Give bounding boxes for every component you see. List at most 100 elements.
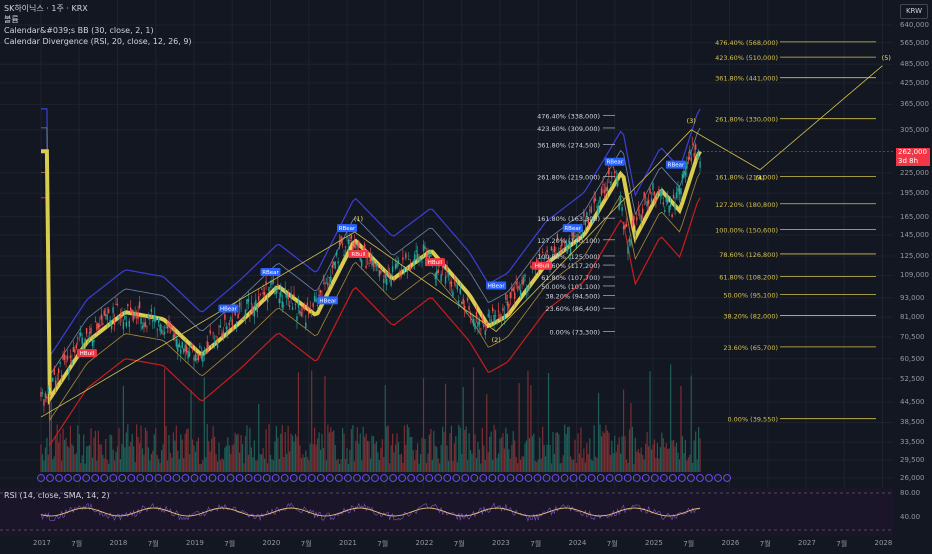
chart-title[interactable]: SK하이닉스 · 1주 · KRX	[4, 4, 88, 13]
price-axis-label: 38,500	[900, 418, 925, 427]
candle-body	[427, 252, 429, 257]
volume-bar	[455, 436, 457, 472]
volume-bar	[105, 439, 107, 472]
fib-mid-label: 61.80% (107,700)	[541, 274, 600, 282]
volume-bar	[44, 447, 47, 472]
candle-body	[393, 279, 395, 281]
volume-bar	[447, 461, 450, 472]
countdown: 3d 8h	[898, 157, 919, 165]
volume-bar	[219, 460, 222, 472]
candle-body	[252, 306, 254, 313]
volume-bar	[428, 434, 430, 472]
volume-bar	[268, 424, 270, 472]
candle-body	[260, 288, 263, 290]
volume-bar	[341, 427, 344, 472]
volume-bar	[439, 463, 441, 472]
volume-bar	[212, 426, 214, 472]
date-axis-label: 2024	[568, 539, 587, 547]
volume-bar	[316, 438, 319, 472]
volume-bar	[209, 451, 211, 472]
fib-level-label: 423.60% (510,000)	[715, 54, 778, 62]
volume-bar	[86, 446, 88, 472]
candle-body	[59, 362, 61, 364]
date-axis-label: 7월	[300, 540, 312, 548]
candle-body	[559, 248, 562, 250]
volume-bar	[286, 454, 288, 472]
candle-body	[633, 216, 635, 221]
candle-body	[471, 316, 473, 317]
candle-body	[80, 332, 82, 337]
signal-badge	[665, 160, 686, 169]
candle-body	[118, 315, 120, 319]
event-marker	[506, 474, 515, 482]
candle-body	[411, 268, 413, 270]
candle-body	[49, 395, 51, 398]
volume-bar	[152, 450, 154, 472]
fib-level-label: 127.20% (180,800)	[715, 201, 778, 209]
candle-body	[558, 252, 560, 254]
volume-bar	[506, 433, 508, 472]
volume-bar	[590, 459, 592, 472]
volume-bar	[578, 453, 581, 472]
volume-bar	[181, 439, 183, 472]
currency-button[interactable]: KRW	[900, 4, 928, 19]
candle-body	[363, 244, 366, 250]
volume-bar	[186, 429, 188, 472]
volume-bar	[162, 444, 164, 472]
event-marker	[127, 474, 136, 482]
date-axis-label: 7월	[606, 540, 618, 548]
date-axis-label: 7월	[224, 540, 236, 548]
volume-bar	[509, 458, 511, 472]
volume-bar	[358, 443, 360, 472]
indicator-divergence[interactable]: Calendar Divergence (RSI, 20, close, 12,…	[4, 37, 192, 46]
volume-bar	[244, 435, 247, 472]
candle-body	[416, 254, 419, 260]
volume-bar	[156, 455, 158, 472]
volume-bar	[193, 445, 195, 472]
candle-body	[446, 265, 448, 271]
volume-bar	[350, 429, 353, 472]
indicator-bollinger[interactable]: Calendar&#039;s BB (30, close, 2, 1)	[4, 26, 154, 35]
indicator-volume[interactable]: 볼륨	[4, 15, 19, 24]
candle-body	[552, 254, 554, 255]
candle-body	[347, 239, 350, 245]
volume-bar	[72, 445, 74, 472]
candle-body	[699, 161, 701, 168]
volume-bar	[668, 448, 670, 472]
bb-lower-band	[41, 197, 701, 448]
candle-body	[60, 374, 63, 378]
candle-body	[574, 235, 576, 237]
candle-body	[338, 240, 341, 246]
candle-body	[262, 292, 264, 295]
volume-bar	[333, 430, 335, 472]
candle-body	[47, 389, 50, 392]
candle-body	[550, 246, 553, 251]
event-marker	[669, 474, 677, 482]
candle-body	[215, 336, 217, 338]
event-marker	[623, 474, 632, 482]
volume-bar	[539, 437, 541, 472]
volume-bar	[474, 434, 476, 472]
candle-body	[271, 280, 273, 285]
candle-body	[131, 309, 133, 316]
volume-bar	[308, 460, 310, 472]
volume-bar	[542, 426, 544, 472]
rsi-legend[interactable]: RSI (14, close, SMA, 14, 2)	[4, 491, 110, 500]
candle-body	[155, 317, 157, 322]
volume-bar	[180, 434, 182, 472]
candle-body	[312, 303, 314, 308]
wave-label: (1)	[354, 215, 363, 223]
volume-bar	[296, 436, 298, 472]
volume-bar	[593, 425, 595, 472]
candle-body	[219, 325, 222, 328]
volume-bar	[377, 452, 379, 472]
volume-bar	[642, 454, 644, 472]
candle-body	[105, 313, 107, 316]
volume-bar	[197, 437, 200, 472]
candle-body	[680, 188, 682, 195]
candle-body	[612, 167, 614, 168]
candle-body	[327, 282, 329, 286]
date-axis-label: 2021	[339, 539, 357, 547]
